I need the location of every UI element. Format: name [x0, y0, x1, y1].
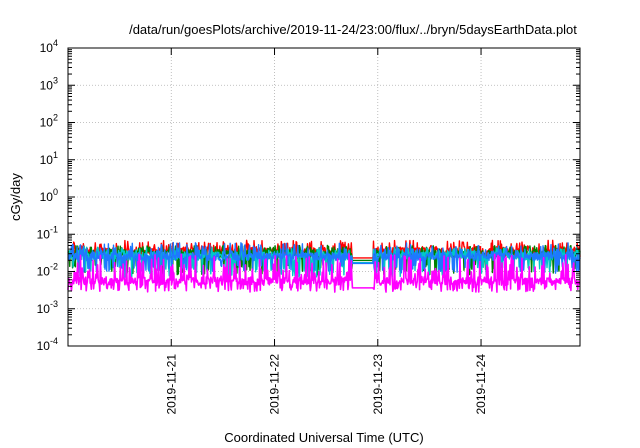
- y-tick-label: 101: [40, 150, 58, 167]
- axis-ticks: [68, 47, 580, 347]
- chart-title: /data/run/goesPlots/archive/2019-11-24/2…: [129, 22, 577, 37]
- y-axis-label: cGy/day: [8, 173, 23, 221]
- y-tick-label: 103: [40, 75, 58, 92]
- series-line: [67, 253, 581, 293]
- y-tick-label: 10-2: [37, 262, 58, 279]
- x-tick-label: 2019-11-22: [268, 354, 282, 415]
- x-axis-label: Coordinated Universal Time (UTC): [224, 430, 423, 445]
- y-tick-label: 100: [40, 187, 58, 204]
- x-tick-label: 2019-11-23: [371, 354, 385, 415]
- y-tick-label: 10-4: [37, 336, 58, 353]
- y-tick-label: 10-1: [37, 224, 58, 241]
- y-tick-labels: 10-4 10-3 10-2 10-1 100 101 102 103 104: [37, 38, 58, 353]
- series-layer: [67, 239, 581, 293]
- y-tick-label: 10-3: [37, 299, 58, 316]
- x-tick-label: 2019-11-21: [164, 354, 178, 415]
- x-tick-labels: 2019-11-21 2019-11-22 2019-11-23 2019-11-24: [164, 354, 488, 415]
- y-tick-label: 102: [40, 113, 58, 130]
- x-tick-label: 2019-11-24: [474, 354, 488, 415]
- y-tick-label: 104: [40, 38, 58, 55]
